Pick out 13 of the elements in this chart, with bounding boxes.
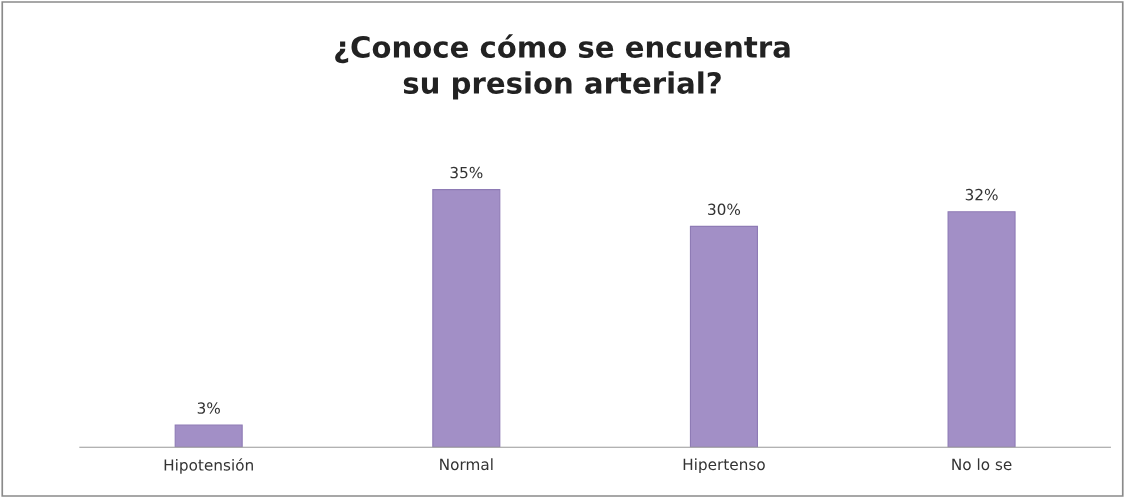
x-tick-label: Hipertenso: [683, 458, 765, 474]
chart-title: ¿Conoce cómo se encuentra su presion arterial?: [335, 34, 790, 100]
data-label: 3%: [197, 402, 220, 414]
x-tick-label: Normal: [440, 458, 493, 471]
bar: [947, 211, 1016, 448]
bar: [432, 189, 501, 448]
x-tick-label: Hipotensión: [164, 458, 253, 474]
data-label: 32%: [965, 188, 998, 201]
data-label: 35%: [450, 166, 483, 179]
x-tick-label: No lo se: [952, 458, 1012, 471]
bar: [689, 225, 758, 448]
data-label: 30%: [708, 203, 741, 216]
bar: [174, 424, 243, 448]
